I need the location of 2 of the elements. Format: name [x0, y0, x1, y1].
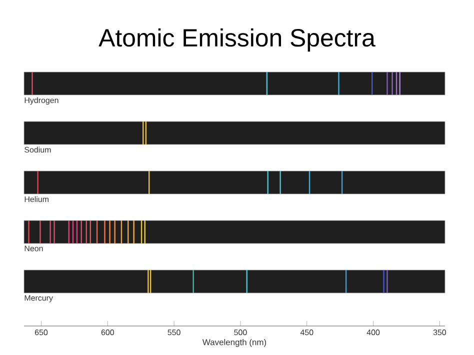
chart-title: Atomic Emission Spectra	[98, 28, 376, 52]
x-axis-title: Wavelength (nm)	[202, 339, 266, 347]
